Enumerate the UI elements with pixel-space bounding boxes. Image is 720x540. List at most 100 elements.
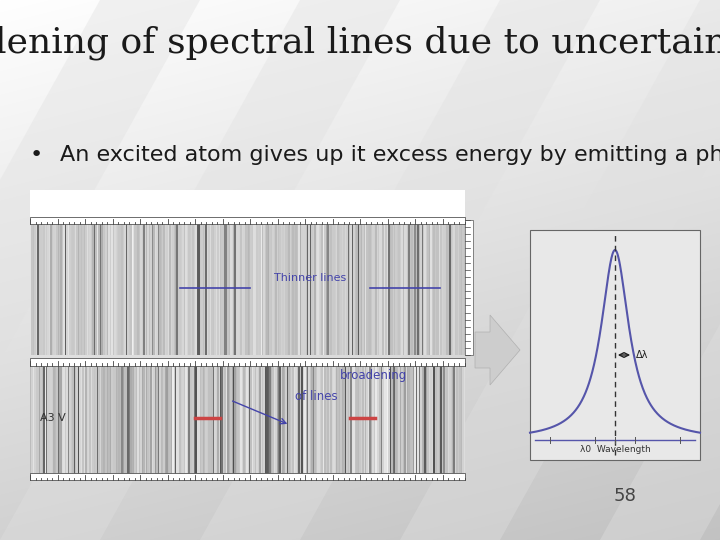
Bar bbox=[451, 366, 452, 480]
Bar bbox=[117, 220, 119, 355]
Bar bbox=[294, 220, 295, 355]
Bar bbox=[129, 366, 130, 480]
Bar bbox=[291, 220, 292, 355]
Bar bbox=[76, 366, 78, 480]
Bar bbox=[361, 366, 362, 480]
Bar bbox=[339, 366, 341, 480]
Bar bbox=[188, 366, 189, 480]
Bar bbox=[49, 220, 50, 355]
Bar bbox=[66, 366, 68, 480]
Bar bbox=[32, 220, 33, 355]
Bar bbox=[192, 220, 194, 355]
Bar bbox=[101, 366, 102, 480]
Bar bbox=[122, 366, 123, 480]
Bar bbox=[53, 366, 55, 480]
Bar bbox=[214, 366, 215, 480]
Bar bbox=[298, 220, 300, 355]
Bar bbox=[132, 366, 133, 480]
Bar bbox=[215, 220, 217, 355]
Bar bbox=[32, 366, 33, 480]
Bar bbox=[205, 220, 207, 355]
Bar bbox=[405, 220, 407, 355]
Bar bbox=[279, 220, 281, 355]
Bar bbox=[126, 220, 127, 355]
Bar bbox=[261, 366, 262, 480]
Bar bbox=[252, 366, 253, 480]
Bar bbox=[30, 473, 465, 480]
Bar bbox=[136, 366, 138, 480]
Bar bbox=[329, 220, 330, 355]
Bar bbox=[388, 220, 390, 355]
Bar bbox=[86, 366, 88, 480]
Bar bbox=[246, 366, 248, 480]
Bar bbox=[152, 366, 153, 480]
Bar bbox=[229, 366, 230, 480]
Bar bbox=[454, 220, 455, 355]
Bar bbox=[332, 366, 333, 480]
Bar bbox=[189, 366, 191, 480]
Bar bbox=[129, 220, 130, 355]
Bar bbox=[176, 366, 178, 480]
Bar bbox=[435, 366, 436, 480]
Bar bbox=[162, 220, 163, 355]
Bar bbox=[102, 220, 104, 355]
Text: λ0  Wavelength: λ0 Wavelength bbox=[580, 445, 650, 454]
Bar bbox=[175, 220, 176, 355]
Bar bbox=[127, 366, 129, 480]
Bar bbox=[345, 366, 346, 480]
Bar bbox=[436, 366, 438, 480]
Bar bbox=[168, 366, 169, 480]
Bar bbox=[445, 366, 446, 480]
Text: 58: 58 bbox=[613, 487, 636, 505]
Bar bbox=[251, 366, 252, 480]
Bar bbox=[171, 220, 172, 355]
Bar bbox=[92, 220, 94, 355]
Bar bbox=[401, 366, 402, 480]
Bar bbox=[390, 220, 391, 355]
Bar bbox=[444, 220, 445, 355]
Bar bbox=[133, 366, 135, 480]
Bar bbox=[94, 220, 95, 355]
Bar bbox=[78, 366, 79, 480]
Bar bbox=[356, 366, 358, 480]
Bar bbox=[354, 220, 355, 355]
Bar bbox=[96, 220, 98, 355]
Bar bbox=[37, 366, 39, 480]
Bar bbox=[292, 366, 294, 480]
Bar bbox=[135, 366, 136, 480]
Bar bbox=[204, 366, 205, 480]
Bar bbox=[384, 366, 385, 480]
Bar bbox=[204, 220, 205, 355]
Bar bbox=[359, 366, 361, 480]
Bar bbox=[228, 220, 229, 355]
Bar bbox=[351, 220, 352, 355]
Bar bbox=[264, 220, 265, 355]
Bar bbox=[123, 366, 125, 480]
Bar bbox=[71, 220, 72, 355]
Bar bbox=[84, 220, 85, 355]
Bar bbox=[381, 366, 382, 480]
Bar bbox=[249, 220, 251, 355]
Bar bbox=[68, 366, 69, 480]
Bar bbox=[182, 220, 184, 355]
Bar bbox=[355, 366, 356, 480]
Bar bbox=[186, 220, 188, 355]
Bar bbox=[194, 366, 195, 480]
Bar bbox=[169, 366, 171, 480]
Bar bbox=[218, 366, 220, 480]
Bar bbox=[43, 220, 45, 355]
Bar bbox=[438, 366, 439, 480]
Bar bbox=[235, 366, 236, 480]
Bar bbox=[258, 366, 259, 480]
Bar bbox=[191, 220, 192, 355]
Bar bbox=[310, 366, 311, 480]
Bar bbox=[426, 366, 427, 480]
Bar bbox=[102, 366, 104, 480]
Bar bbox=[323, 220, 324, 355]
Bar bbox=[30, 190, 465, 220]
Bar bbox=[333, 220, 335, 355]
Bar bbox=[415, 366, 417, 480]
Bar bbox=[459, 220, 461, 355]
Text: of lines: of lines bbox=[295, 390, 338, 403]
Bar bbox=[49, 366, 50, 480]
